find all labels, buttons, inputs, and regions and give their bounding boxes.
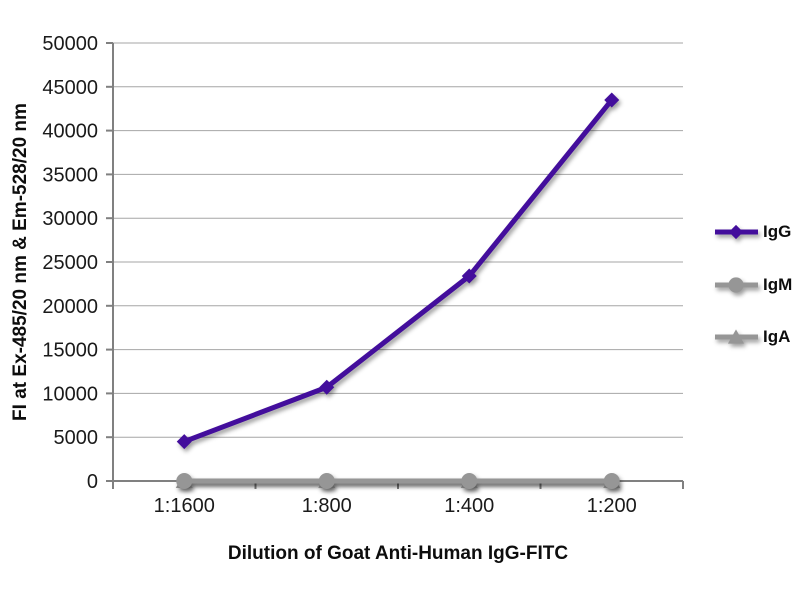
legend-label-IgM: IgM — [763, 274, 793, 294]
legend-item-IgA: IgA — [713, 327, 790, 347]
y-tick-label: 25000 — [42, 252, 98, 274]
legend-marker-IgA — [727, 329, 745, 344]
legend-marker-IgG — [728, 224, 744, 240]
marker-IgM-0 — [176, 473, 193, 489]
legend-label-IgA: IgA — [763, 327, 791, 346]
marker-IgM-1 — [318, 473, 335, 489]
legend-swatch-IgM — [715, 276, 758, 293]
x-tick-label: 1:800 — [302, 495, 352, 517]
y-tick-label: 30000 — [42, 208, 98, 230]
legend-label-IgG: IgG — [763, 222, 792, 241]
legend-swatch-IgA — [715, 329, 758, 344]
y-axis-title: FI at Ex-485/20 nm & Em-528/20 nm — [10, 103, 31, 421]
y-tick-label: 50000 — [42, 33, 98, 55]
marker-IgM-2 — [461, 473, 478, 489]
y-tick-label: 20000 — [42, 296, 98, 318]
series-IgM — [176, 473, 620, 489]
marker-IgG-1 — [319, 379, 335, 395]
legend-item-IgM: IgM — [713, 275, 792, 295]
marker-IgG-0 — [176, 434, 192, 450]
legend-marker-IgM — [728, 276, 744, 293]
y-tick-label: 35000 — [42, 164, 98, 186]
marker-IgG-3 — [604, 92, 620, 108]
marker-IgG-2 — [461, 268, 477, 284]
marker-IgM-3 — [603, 473, 620, 489]
y-tick-label: 40000 — [42, 121, 98, 143]
legend-swatch-IgG — [715, 224, 758, 240]
legend-item-IgG: IgG — [713, 222, 791, 242]
x-tick-label: 1:200 — [587, 495, 637, 517]
x-tick-label: 1:400 — [444, 495, 494, 517]
series-line-IgG — [181, 97, 615, 445]
y-tick-label: 10000 — [42, 383, 98, 405]
x-tick-label: 1:1600 — [154, 495, 215, 517]
y-tick-label: 0 — [87, 471, 98, 493]
x-axis-title: Dilution of Goat Anti-Human IgG-FITC — [227, 543, 569, 564]
series-IgG — [176, 92, 620, 450]
y-tick-label: 45000 — [42, 77, 98, 99]
y-tick-label: 15000 — [42, 340, 98, 362]
legend: IgG IgM IgA — [713, 0, 800, 600]
y-tick-label: 5000 — [54, 427, 99, 449]
